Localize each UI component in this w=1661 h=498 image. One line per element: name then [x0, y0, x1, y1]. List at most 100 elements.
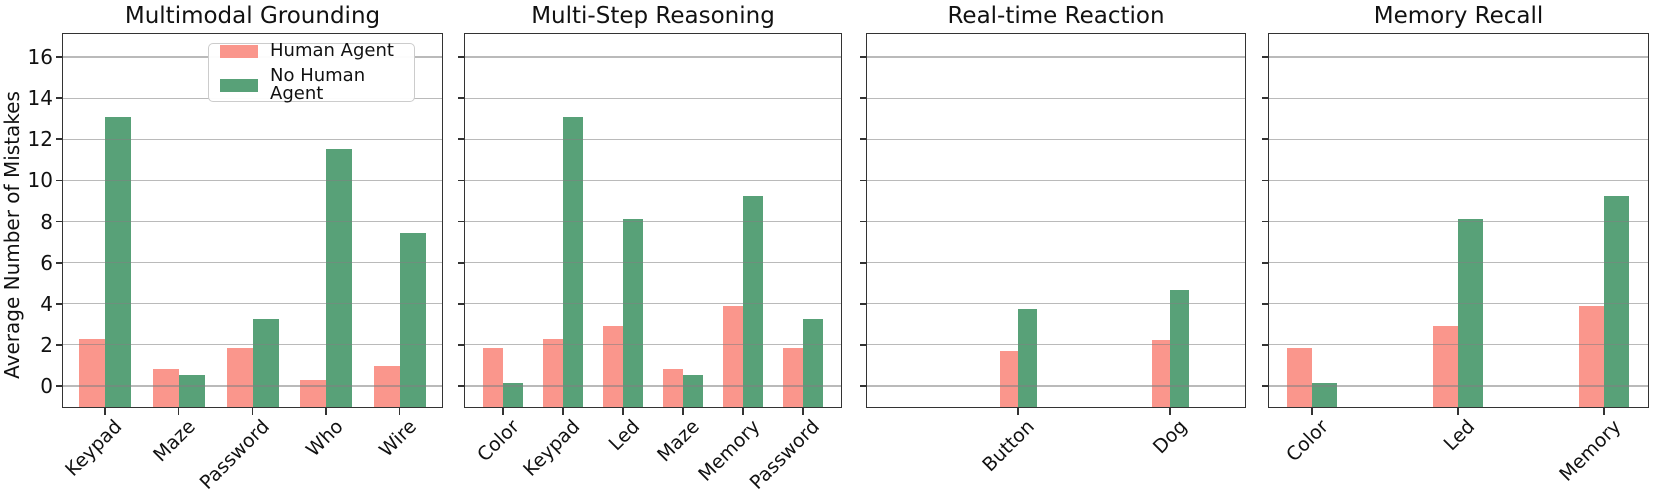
- bar-no-human-agent-led: [623, 219, 643, 408]
- gridline-y-12: [1268, 138, 1649, 140]
- legend: Human Agent No Human Agent: [208, 40, 415, 103]
- x-axis-tick: [1311, 408, 1313, 415]
- gridline-y-16: [1268, 56, 1649, 58]
- bar-human-agent-color: [483, 347, 503, 408]
- bar-no-human-agent-who: [326, 148, 352, 408]
- bar-human-agent-button: [999, 351, 1018, 408]
- y-axis-tick: [55, 302, 62, 305]
- x-tick-label-wire: Wire: [374, 415, 421, 462]
- bar-human-agent-who: [300, 379, 326, 408]
- gridline-y-14: [464, 97, 842, 99]
- gridline-y-10: [1268, 179, 1649, 181]
- bar-human-agent-keypad: [543, 338, 563, 408]
- x-axis-tick: [742, 408, 744, 415]
- x-tick-label-maze: Maze: [653, 415, 705, 467]
- bar-no-human-agent-maze: [178, 374, 205, 408]
- bar-human-agent-dog: [1151, 339, 1170, 408]
- y-axis-tick: [859, 56, 866, 58]
- y-axis-tick: [1261, 343, 1268, 346]
- subplot-title: Multimodal Grounding: [124, 3, 381, 29]
- bar-human-agent-maze: [663, 368, 683, 408]
- gridline-y-16: [866, 56, 1246, 58]
- bar-no-human-agent-wire: [399, 232, 426, 408]
- y-tick-label-2: 2: [40, 332, 53, 357]
- gridline-y-12: [866, 138, 1246, 140]
- x-axis-tick: [325, 408, 327, 415]
- y-axis-tick: [1261, 138, 1268, 141]
- bar-no-human-agent-maze: [683, 374, 703, 408]
- y-axis-tick: [457, 385, 464, 387]
- x-tick-label-keypad: Keypad: [518, 415, 585, 481]
- y-tick-label-0: 0: [40, 374, 53, 398]
- y-tick-label-6: 6: [40, 250, 53, 275]
- gridline-y-8: [464, 220, 842, 223]
- x-axis-tick: [1457, 408, 1459, 415]
- bar-human-agent-password: [783, 347, 803, 408]
- gridline-y-8: [866, 220, 1246, 223]
- subplot-axes: [866, 33, 1246, 408]
- gridline-y-14: [866, 97, 1246, 99]
- gridline-y-6: [866, 262, 1246, 264]
- gridline-y-8: [1268, 220, 1649, 223]
- bar-human-agent-password: [226, 347, 253, 408]
- x-axis-tick: [1169, 408, 1171, 415]
- x-axis-tick: [802, 408, 804, 415]
- y-axis-tick: [55, 97, 62, 100]
- y-tick-label-14: 14: [27, 86, 53, 111]
- x-axis-tick: [104, 408, 106, 415]
- bar-no-human-agent-led: [1458, 219, 1483, 408]
- y-axis-tick: [55, 56, 62, 58]
- y-axis-tick: [55, 220, 62, 223]
- y-axis-tick: [55, 343, 62, 346]
- y-axis-tick: [457, 179, 464, 182]
- gridline-y-6: [62, 262, 443, 264]
- subplot-title: Memory Recall: [1373, 3, 1544, 29]
- bar-no-human-agent-color: [503, 382, 523, 408]
- y-axis-tick: [55, 261, 62, 264]
- gridline-y-2: [866, 344, 1246, 346]
- legend-label-human-agent: Human Agent: [270, 40, 394, 61]
- x-axis-tick: [1017, 408, 1019, 415]
- y-axis-tick: [859, 343, 866, 346]
- gridline-y-6: [1268, 262, 1649, 264]
- gridline-y-6: [464, 262, 842, 264]
- bar-human-agent-memory: [723, 305, 743, 408]
- bar-human-agent-maze: [152, 368, 179, 408]
- x-tick-label-button: Button: [978, 415, 1040, 477]
- legend-swatch-human-agent: [220, 44, 258, 58]
- y-axis-tick: [457, 343, 464, 346]
- y-axis-tick: [457, 220, 464, 223]
- y-tick-label-10: 10: [27, 168, 53, 193]
- gridline-y-4: [1268, 303, 1649, 305]
- y-axis-tick: [457, 56, 464, 58]
- y-axis-tick: [859, 97, 866, 100]
- y-axis-tick: [55, 138, 62, 141]
- subplot-axes: [62, 33, 443, 408]
- y-tick-label-16: 16: [27, 45, 53, 70]
- x-tick-label-dog: Dog: [1148, 415, 1192, 459]
- y-axis-tick: [859, 179, 866, 182]
- bar-human-agent-color: [1287, 347, 1312, 408]
- x-axis-tick: [1603, 408, 1605, 415]
- gridline-y-2: [62, 344, 443, 346]
- gridline-y-4: [464, 303, 842, 305]
- x-axis-tick: [622, 408, 624, 415]
- y-axis-tick: [1261, 97, 1268, 100]
- bar-no-human-agent-dog: [1170, 290, 1189, 408]
- subplot-title: Multi-Step Reasoning: [531, 3, 775, 29]
- gridline-y-12: [62, 138, 443, 140]
- y-axis-tick: [1261, 220, 1268, 223]
- gridline-y-0: [62, 385, 443, 387]
- y-axis-tick: [859, 220, 866, 223]
- bar-no-human-agent-password: [252, 319, 279, 408]
- y-tick-label-4: 4: [40, 291, 53, 316]
- gridline-y-0: [1268, 385, 1649, 387]
- gridline-y-2: [464, 344, 842, 346]
- bar-human-agent-keypad: [79, 338, 105, 408]
- y-axis-tick: [859, 302, 866, 305]
- y-axis-tick: [457, 97, 464, 100]
- y-axis-tick: [859, 261, 866, 264]
- x-tick-label-who: Who: [301, 415, 348, 462]
- x-axis-tick: [177, 408, 180, 415]
- y-axis-tick: [55, 385, 62, 387]
